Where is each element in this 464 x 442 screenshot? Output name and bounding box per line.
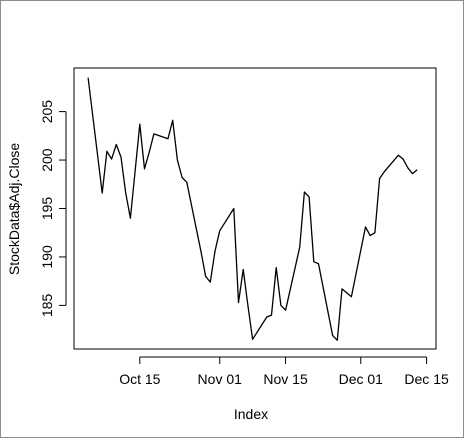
y-axis: 185 190 195 200 205 [39,100,67,318]
x-tick-label: Nov 01 [198,371,243,387]
y-tick-label: 190 [39,245,55,269]
y-tick-label: 200 [39,148,55,172]
y-tick-label: 185 [39,294,55,318]
series-line [87,77,418,341]
x-tick-label: Nov 15 [263,371,308,387]
y-tick-label: 205 [39,100,55,124]
x-axis: Oct 15 Nov 01 Nov 15 Dec 01 Dec 15 [119,356,449,387]
plot-area-box [73,67,437,350]
y-axis-label: StockData$Adj.Close [6,143,22,276]
x-tick-label: Dec 01 [339,371,384,387]
x-tick-label: Oct 15 [119,371,160,387]
y-tick-label: 195 [39,197,55,221]
x-axis-label: Index [234,406,268,422]
x-tick-label: Dec 15 [404,371,449,387]
